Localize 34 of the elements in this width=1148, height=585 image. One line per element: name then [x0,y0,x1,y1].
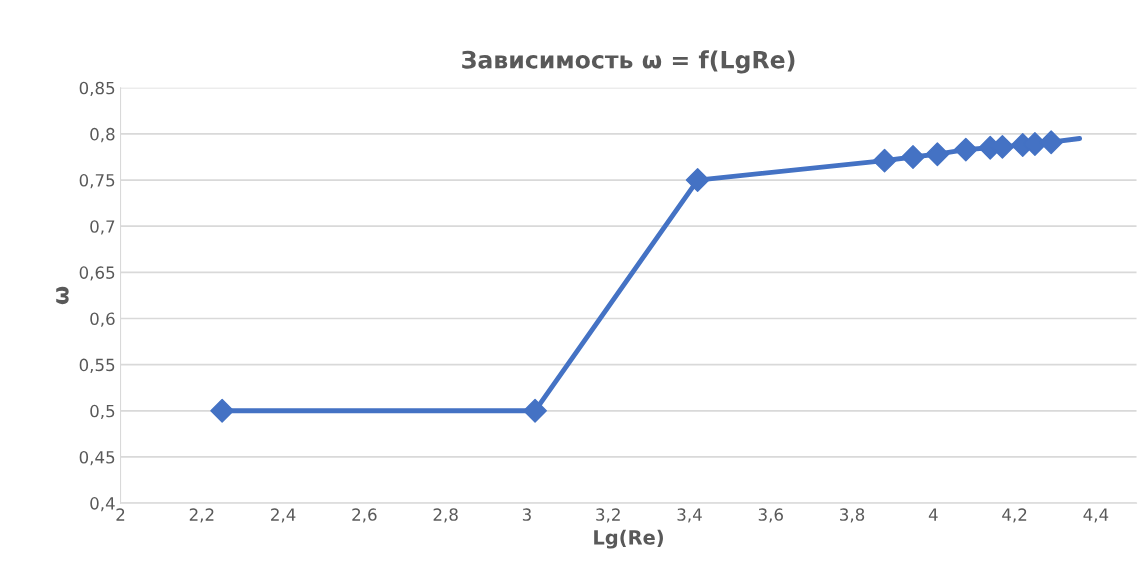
x-tick-label: 2 [116,508,125,521]
x-tick-label: 3,2 [596,508,620,523]
x-tick-label: 2,8 [433,508,458,523]
y-tick-label: 0,55 [79,358,115,373]
point [210,398,235,423]
x-tick-label: 3 [522,508,531,521]
x-tick-label: 4 [928,508,938,521]
x-tick-label: 3,6 [758,508,783,523]
y-tick-label: 0,7 [90,220,115,235]
chart-title: Зависимость ω = f(LgRe) [462,50,795,74]
y-tick-label: 0,45 [79,450,115,466]
y-tick-label: 0,4 [90,497,115,512]
x-tick-label: 3,4 [677,508,702,523]
point [872,148,897,173]
x-tick-label: 4,4 [1083,508,1109,523]
point [925,142,950,167]
y-tick-label: 0,75 [79,174,115,189]
y-axis-title: ω [56,286,69,305]
y-tick-label: 0,6 [90,312,115,327]
x-tick-label: 2,6 [352,508,377,523]
x-tick-label: 2,2 [189,508,214,523]
x-tick-label: 4,2 [1002,508,1027,523]
y-tick-label: 0,8 [90,127,115,143]
x-axis-title: Lg(Re) [594,529,663,549]
y-tick-label: 0,65 [79,266,115,281]
point [685,168,710,192]
y-tick-label: 0,85 [79,81,115,97]
x-tick-label: 2,4 [271,508,296,523]
point [901,145,925,169]
x-tick-label: 3,8 [840,508,865,523]
y-tick-label: 0,5 [90,404,115,420]
point [1039,130,1064,155]
point [523,398,547,423]
point [953,137,978,162]
